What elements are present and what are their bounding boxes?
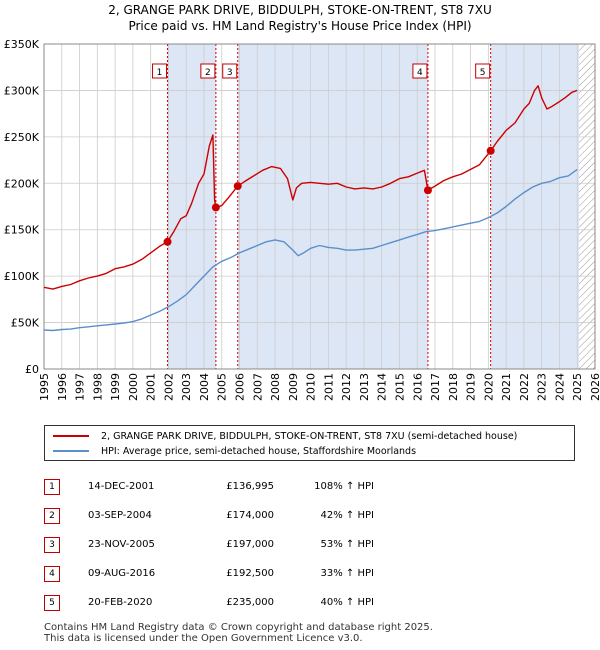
sale-label: 2 (205, 68, 211, 78)
x-tick-label: 2013 (358, 373, 371, 401)
sale-point (163, 237, 172, 246)
x-tick-label: 2002 (162, 373, 175, 401)
x-tick-label: 2004 (198, 373, 211, 401)
transaction-hpi: 42% ↑ HPI (320, 510, 374, 521)
x-tick-label: 2023 (536, 373, 549, 401)
sale-point (423, 186, 432, 195)
x-tick-label: 2022 (518, 373, 531, 401)
x-tick-label: 2006 (234, 373, 247, 401)
x-tick-label: 2001 (145, 373, 158, 401)
x-tick-label: 2007 (251, 373, 264, 401)
sale-label-box (475, 63, 491, 79)
legend-property-swatch (53, 435, 89, 437)
sale-point (486, 146, 495, 155)
x-tick-label: 2012 (340, 373, 353, 401)
footer-licence: This data is licensed under the Open Gov… (44, 633, 363, 644)
transaction-hpi: 53% ↑ HPI (320, 539, 374, 550)
x-tick-label: 1998 (91, 373, 104, 401)
sale-label: 4 (417, 68, 423, 78)
transaction-price: £192,500 (226, 568, 274, 579)
ownership-shade (490, 44, 580, 369)
ownership-shade (237, 44, 428, 369)
x-tick-label: 2014 (376, 373, 389, 401)
transaction-hpi: 108% ↑ HPI (314, 481, 374, 492)
y-tick-label: £250K (4, 131, 40, 144)
x-tick-label: 1995 (38, 373, 51, 401)
transaction-hpi: 40% ↑ HPI (320, 597, 374, 608)
x-tick-label: 2017 (429, 373, 442, 401)
transaction-price: £197,000 (226, 539, 274, 550)
x-tick-label: 2025 (571, 373, 584, 401)
sale-label-box (152, 63, 168, 79)
transaction-hpi: 33% ↑ HPI (320, 568, 374, 579)
x-tick-label: 2016 (411, 373, 424, 401)
y-tick-label: £300K (4, 84, 40, 97)
legend-hpi-swatch (53, 450, 89, 452)
transaction-date: 09-AUG-2016 (88, 568, 156, 579)
x-tick-label: 2010 (305, 373, 318, 401)
transaction-date: 23-NOV-2005 (88, 539, 155, 550)
x-tick-label: 2003 (180, 373, 193, 401)
x-tick-label: 2019 (465, 373, 478, 401)
y-tick-label: £150K (4, 224, 40, 237)
transaction-number: 3 (44, 536, 60, 553)
transaction-number: 2 (44, 507, 60, 524)
x-tick-label: 2005 (216, 373, 229, 401)
sale-label-box (200, 63, 216, 79)
legend-hpi-label: HPI: Average price, semi-detached house,… (101, 445, 417, 457)
transaction-number: 1 (44, 478, 60, 495)
transaction-number: 5 (44, 594, 60, 611)
sale-label: 3 (227, 68, 233, 78)
legend-property-label: 2, GRANGE PARK DRIVE, BIDDULPH, STOKE-ON… (101, 430, 518, 442)
transaction-price: £174,000 (226, 510, 274, 521)
transaction-price: £136,995 (226, 481, 274, 492)
transaction-date: 14-DEC-2001 (88, 481, 155, 492)
x-tick-label: 2009 (287, 373, 300, 401)
footer: Contains HM Land Registry data © Crown c… (44, 622, 433, 644)
chart-title: 2, GRANGE PARK DRIVE, BIDDULPH, STOKE-ON… (108, 3, 492, 17)
transaction-date: 20-FEB-2020 (88, 597, 153, 608)
x-tick-label: 1999 (109, 373, 122, 401)
sale-label-box (222, 63, 238, 79)
legend: 2, GRANGE PARK DRIVE, BIDDULPH, STOKE-ON… (44, 425, 575, 461)
table-row: 5 20-FEB-2020 £235,000 40% ↑ HPI (44, 588, 374, 617)
sale-point (211, 203, 220, 212)
y-tick-label: £100K (4, 270, 40, 283)
x-tick-label: 2018 (447, 373, 460, 401)
transactions-table: 1 14-DEC-2001 £136,995 108% ↑ HPI 2 03-S… (44, 472, 374, 617)
x-tick-label: 2015 (393, 373, 406, 401)
x-tick-label: 2008 (269, 373, 282, 401)
x-tick-label: 2026 (589, 373, 600, 401)
footer-copyright: Contains HM Land Registry data © Crown c… (44, 622, 433, 633)
table-row: 2 03-SEP-2004 £174,000 42% ↑ HPI (44, 501, 374, 530)
y-tick-label: £50K (11, 317, 40, 330)
x-tick-label: 2020 (482, 373, 495, 401)
sale-label: 5 (480, 68, 486, 78)
sale-label-box (412, 63, 428, 79)
projection-hatch (579, 44, 595, 369)
chart-subtitle: Price paid vs. HM Land Registry's House … (128, 19, 472, 33)
sale-point (233, 182, 242, 191)
transaction-price: £235,000 (226, 597, 274, 608)
y-tick-label: £350K (4, 38, 40, 51)
ownership-shade (167, 44, 216, 369)
transaction-date: 03-SEP-2004 (88, 510, 152, 521)
x-tick-label: 1997 (74, 373, 87, 401)
hpi-line (43, 168, 578, 332)
property-price-line (43, 85, 578, 290)
price-chart: 1 2 3 4 5 £0 £50K £100K £150K £200K £250K £300K £350… (4, 38, 600, 401)
table-row: 1 14-DEC-2001 £136,995 108% ↑ HPI (44, 472, 374, 501)
x-tick-label: 1996 (56, 373, 69, 401)
transaction-number: 4 (44, 565, 60, 582)
x-tick-label: 2024 (553, 373, 566, 401)
x-tick-label: 2021 (500, 373, 513, 401)
table-row: 4 09-AUG-2016 £192,500 33% ↑ HPI (44, 559, 374, 588)
x-tick-label: 2000 (127, 373, 140, 401)
y-tick-label: £0 (25, 363, 39, 376)
sale-label: 1 (157, 68, 163, 78)
plot-frame (43, 43, 596, 370)
table-row: 3 23-NOV-2005 £197,000 53% ↑ HPI (44, 530, 374, 559)
y-tick-label: £200K (4, 177, 40, 190)
x-tick-label: 2011 (322, 373, 335, 401)
